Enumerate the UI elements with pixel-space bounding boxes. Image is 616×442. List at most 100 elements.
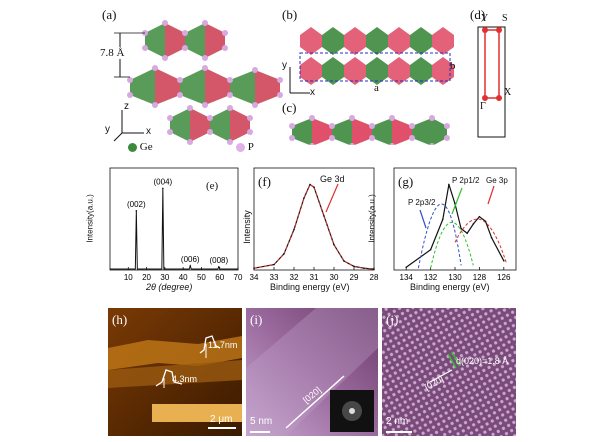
legend-p-label: P	[247, 141, 254, 153]
panel-e: 10 20 30 40 50 60 70 (002) (004) (006) (008) (e) 2…	[86, 162, 244, 296]
lattice-cell	[388, 57, 410, 85]
ge3d-point	[293, 228, 295, 231]
lattice-cell	[410, 57, 432, 85]
ge-dot-icon	[128, 142, 137, 152]
axis-y-label: y	[105, 124, 110, 135]
panel-f-label: (f)	[258, 174, 271, 189]
interlayer-distance-label: 7.8 Å	[100, 47, 125, 59]
ge3p-annotation: Ge 3p	[486, 176, 508, 185]
p2p-point	[405, 266, 407, 269]
x-tick-label: 130	[448, 273, 462, 282]
x-tick-label: 40	[179, 273, 188, 282]
x-tick-label: 30	[330, 273, 339, 282]
crystal-structure-top-view	[289, 27, 454, 94]
x-tick-label: 70	[234, 273, 243, 282]
p2p-point	[472, 223, 475, 225]
p2p32-arrow	[419, 209, 427, 229]
point-s-label: S	[502, 13, 508, 24]
ge3d-fit-line	[253, 183, 375, 270]
panel-g: 134 132 130 128 126 (g) P 2p3/2 P 2p1/2 Ge 3…	[368, 162, 520, 296]
single-chain-view	[289, 115, 450, 145]
p2p12-annotation: P 2p1/2	[452, 176, 480, 185]
lattice-a-label: a	[374, 82, 379, 94]
p2p32-fit	[417, 203, 462, 269]
p2p-raw-line	[405, 184, 505, 268]
x-tick-label: 28	[370, 273, 379, 282]
panel-b-label: (b)	[282, 7, 298, 22]
legend-p: P	[236, 141, 254, 153]
x-tick-label: 134	[400, 273, 414, 282]
lattice-cell	[432, 57, 454, 85]
panel-i-label: (i)	[250, 312, 263, 327]
ge3d-point	[309, 183, 311, 186]
point-gamma-label: Γ	[480, 101, 486, 112]
lattice-cell	[344, 27, 366, 55]
x-tick-label: 60	[215, 273, 224, 282]
p2p-point	[448, 183, 450, 186]
panel-h: (h) 11.7nm 4.3nm 2 μm	[108, 308, 242, 436]
p2p32-annotation: P 2p3/2	[408, 198, 436, 207]
x-tick-label: 30	[160, 273, 169, 282]
layer-2	[127, 65, 283, 108]
p2p-point	[466, 232, 468, 234]
xps-p2p-chart: 134 132 130 128 126	[393, 167, 517, 282]
x-axis-label: Binding energy (eV)	[270, 282, 350, 292]
y-axis-label: Intensity	[241, 210, 252, 244]
lattice-cell	[366, 27, 388, 55]
legend-ge-label: Ge	[139, 141, 153, 153]
x-axis-label: Binding energy (eV)	[410, 282, 490, 292]
axis-x-label: x	[146, 126, 151, 137]
plot-frame	[109, 167, 239, 271]
lattice-cell	[366, 57, 388, 85]
panel-j: (j) d(020)=1.8 Å [020] 2 nm	[382, 308, 516, 436]
panel-a: (a)	[100, 5, 295, 155]
xrd-peak-point	[189, 265, 192, 267]
lattice-cell	[410, 27, 432, 55]
panel-g-label: (g)	[398, 174, 414, 189]
lattice-cell	[322, 27, 344, 55]
x-tick-label: 132	[424, 273, 438, 282]
brillouin-zone	[477, 26, 506, 138]
panel-a-label: (a)	[102, 7, 117, 22]
p2p-point	[429, 248, 432, 251]
layer-1	[142, 20, 228, 61]
ge3d-point	[363, 267, 365, 269]
ge3d-point	[323, 215, 325, 217]
point-gamma	[482, 95, 488, 101]
plot-frame	[253, 167, 375, 271]
crystal-structure-side-view	[113, 20, 283, 145]
d-spacing-label: d(020)=1.8 Å	[456, 356, 509, 366]
point-y-label: Y	[481, 13, 489, 24]
xrd-peak-point	[218, 266, 220, 268]
p2p-point	[490, 237, 493, 239]
ge3d-annotation: Ge 3d	[320, 174, 345, 184]
p2p-point	[460, 227, 462, 230]
x-tick-label: 10	[124, 273, 133, 282]
x-tick-label: 34	[250, 273, 259, 282]
ge3p-fit	[454, 218, 507, 263]
x-tick-label: 128	[473, 273, 487, 282]
p2p-point	[478, 215, 481, 218]
scale-bar-label: 2 nm	[386, 416, 409, 427]
x-axis-label: 2θ (degree)	[146, 282, 193, 292]
y-axis-label: Intensity(a.u.)	[85, 194, 95, 243]
p2p-point	[442, 218, 444, 221]
peak-label: (008)	[209, 256, 228, 265]
point-x	[496, 95, 502, 101]
axis-z-label: z	[124, 101, 129, 112]
scale-bar-label: 2 μm	[210, 414, 233, 425]
p2p12-fit	[430, 221, 474, 269]
ge3d-raw-line	[253, 183, 375, 270]
lattice-cell	[388, 27, 410, 55]
xrd-peak-point	[162, 187, 164, 190]
x-tick-label: 31	[310, 273, 319, 282]
layer-3	[167, 105, 253, 145]
ge3d-point	[253, 267, 255, 269]
ge3d-point	[273, 263, 275, 266]
axis-triad	[113, 110, 144, 142]
peak-label: (004)	[154, 177, 173, 186]
ge3d-point	[313, 186, 315, 188]
panel-c-label: (c)	[282, 100, 297, 115]
xps-ge3d-chart: 34 33 32 31 30 29 28	[250, 167, 379, 282]
hrtem-image	[382, 308, 516, 436]
